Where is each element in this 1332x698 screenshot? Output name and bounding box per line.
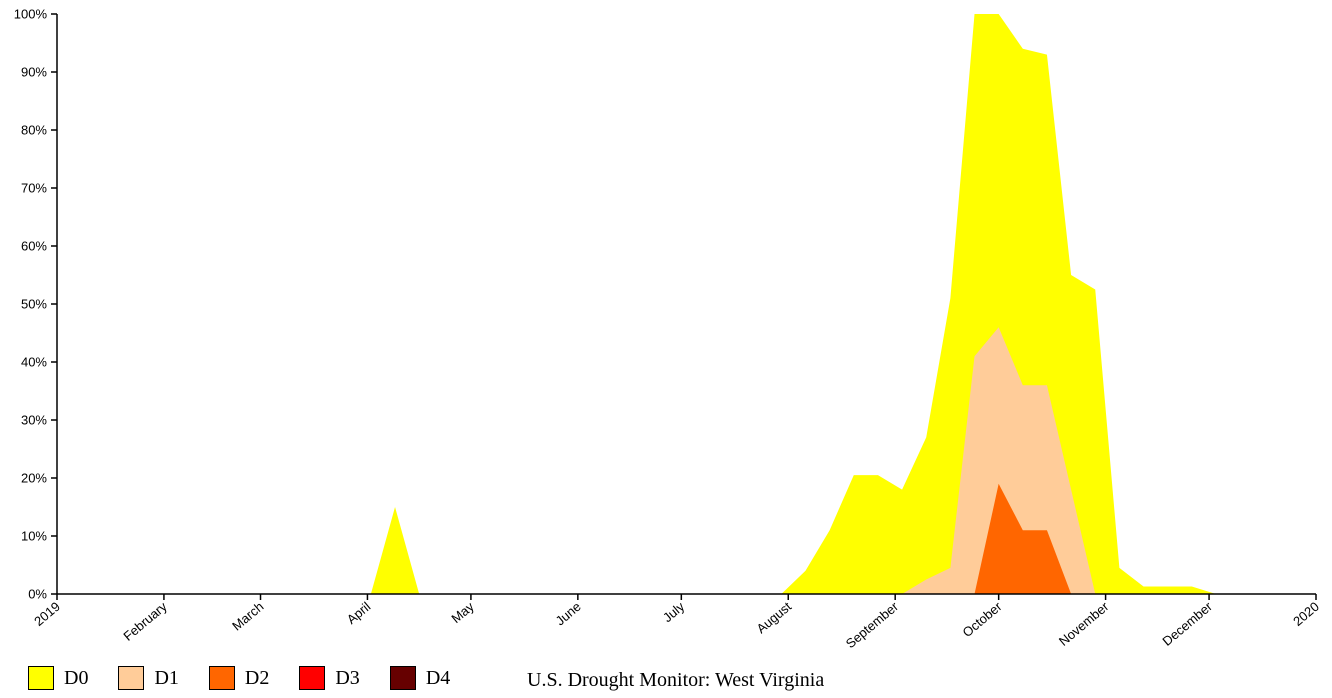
legend-item-d0: D0 bbox=[28, 666, 88, 690]
x-tick-label: October bbox=[960, 598, 1006, 640]
x-axis: 2019 February March April May June July August S… bbox=[31, 593, 1322, 651]
legend-item-d2: D2 bbox=[208, 666, 270, 690]
y-tick-label: 100% bbox=[14, 7, 48, 22]
y-tick-label: 60% bbox=[21, 239, 47, 254]
x-tick-label: November bbox=[1056, 598, 1112, 648]
x-tick-label: 2020 bbox=[1290, 599, 1322, 629]
y-tick-label: 0% bbox=[28, 587, 47, 602]
x-tick-label: June bbox=[553, 599, 584, 629]
legend-label-d4: D4 bbox=[425, 666, 451, 689]
area-series-d2 bbox=[57, 483, 1313, 594]
legend-item-d4: D4 bbox=[389, 666, 451, 690]
x-tick-label: July bbox=[660, 598, 688, 625]
legend: D0 D1 D2 D3 D4 bbox=[28, 666, 480, 690]
legend-swatch-d1 bbox=[118, 666, 145, 690]
y-axis: 0% 10% 20% 30% 40% 50% 60% 70% 80% 90% 100% bbox=[14, 7, 58, 602]
y-tick-label: 30% bbox=[21, 413, 47, 428]
x-tick-label: February bbox=[120, 598, 170, 643]
x-tick-label: December bbox=[1159, 598, 1215, 648]
area-series-group bbox=[57, 14, 1313, 594]
legend-label-d1: D1 bbox=[154, 666, 179, 689]
area-series-d1 bbox=[57, 327, 1313, 594]
legend-item-d1: D1 bbox=[118, 666, 179, 690]
x-tick-label: April bbox=[344, 599, 374, 627]
x-tick-label: August bbox=[754, 599, 795, 637]
y-tick-label: 40% bbox=[21, 355, 47, 370]
y-tick-label: 80% bbox=[21, 123, 47, 138]
y-tick-label: 10% bbox=[21, 529, 47, 544]
x-tick-label: 2019 bbox=[31, 599, 63, 629]
x-tick-label: March bbox=[229, 599, 266, 634]
y-tick-label: 20% bbox=[21, 471, 47, 486]
legend-label-d0: D0 bbox=[64, 666, 89, 689]
x-tick-label: May bbox=[448, 598, 477, 626]
y-tick-label: 70% bbox=[21, 181, 47, 196]
legend-swatch-d0 bbox=[28, 666, 54, 690]
area-series-d0 bbox=[57, 14, 1313, 594]
legend-swatch-d4 bbox=[389, 666, 416, 690]
x-tick-label: September bbox=[843, 598, 902, 651]
legend-swatch-d3 bbox=[299, 666, 326, 690]
legend-label-d2: D2 bbox=[244, 666, 270, 689]
legend-swatch-d2 bbox=[208, 666, 235, 690]
y-tick-label: 90% bbox=[21, 65, 47, 80]
legend-label-d3: D3 bbox=[335, 666, 360, 689]
legend-item-d3: D3 bbox=[299, 666, 360, 690]
chart-title: U.S. Drought Monitor: West Virginia bbox=[527, 669, 825, 691]
y-tick-label: 50% bbox=[21, 297, 47, 312]
